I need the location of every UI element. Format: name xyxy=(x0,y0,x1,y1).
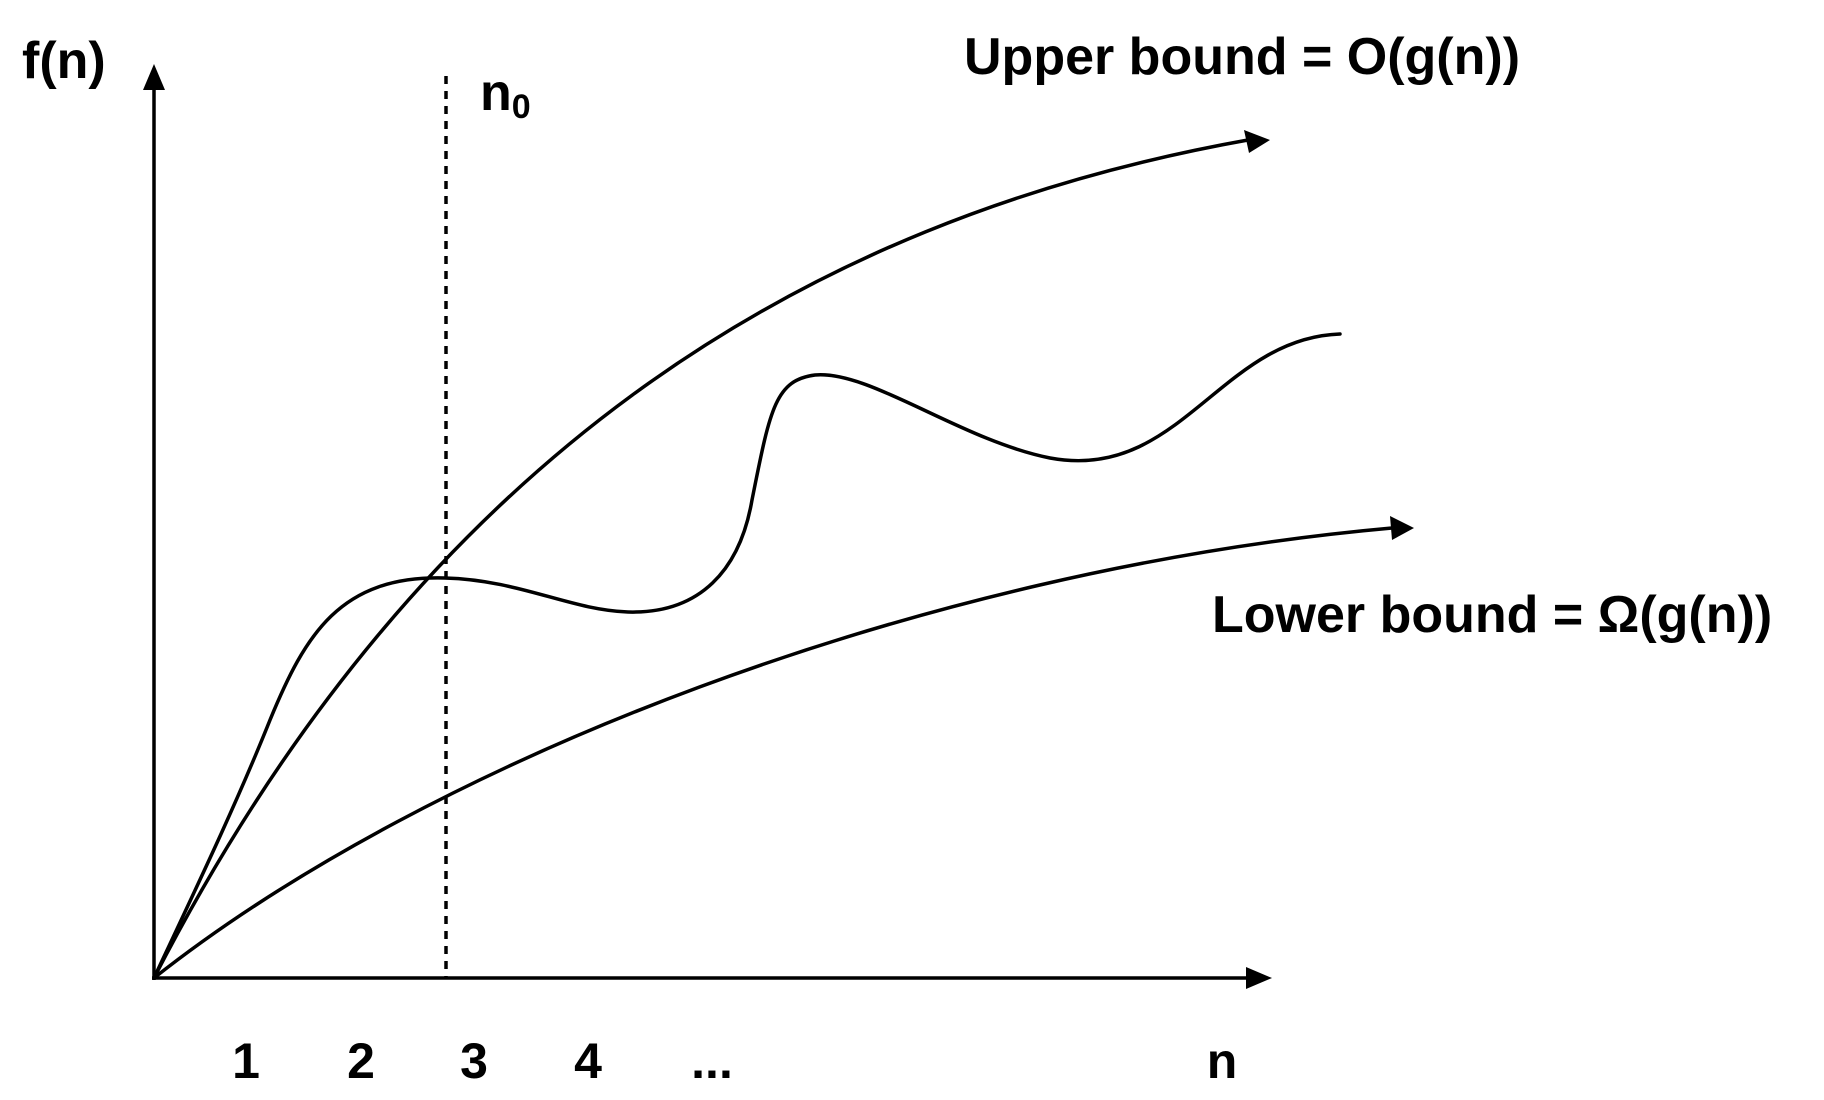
upper-bound-label: Upper bound = O(g(n)) xyxy=(964,28,1520,86)
x-axis-arrowhead xyxy=(1246,967,1272,989)
y-axis-label: f(n) xyxy=(22,32,106,90)
x-tick-label: 4 xyxy=(574,1033,602,1089)
x-axis xyxy=(152,967,1272,989)
lower-bound-label: Lower bound = Ω(g(n)) xyxy=(1212,586,1772,644)
x-axis-label: n xyxy=(1207,1033,1238,1089)
y-axis-arrowhead xyxy=(143,64,165,90)
x-tick-label: 3 xyxy=(460,1033,488,1089)
n0-label-base: n xyxy=(480,64,512,122)
lower-bound-curve xyxy=(152,526,1394,980)
x-tick-label: 1 xyxy=(232,1033,260,1089)
x-tick-label: ... xyxy=(691,1033,733,1089)
upper-bound-curve xyxy=(152,138,1250,980)
upper-bound-arrowhead xyxy=(1244,130,1270,153)
x-tick-labels: 1 2 3 4 ... xyxy=(232,1033,733,1089)
y-axis xyxy=(143,64,165,980)
n0-label-subscript: 0 xyxy=(512,88,531,126)
function-curve xyxy=(152,332,1342,980)
x-tick-label: 2 xyxy=(347,1033,375,1089)
n0-label: n0 xyxy=(480,64,531,126)
lower-bound-arrowhead xyxy=(1390,516,1414,540)
